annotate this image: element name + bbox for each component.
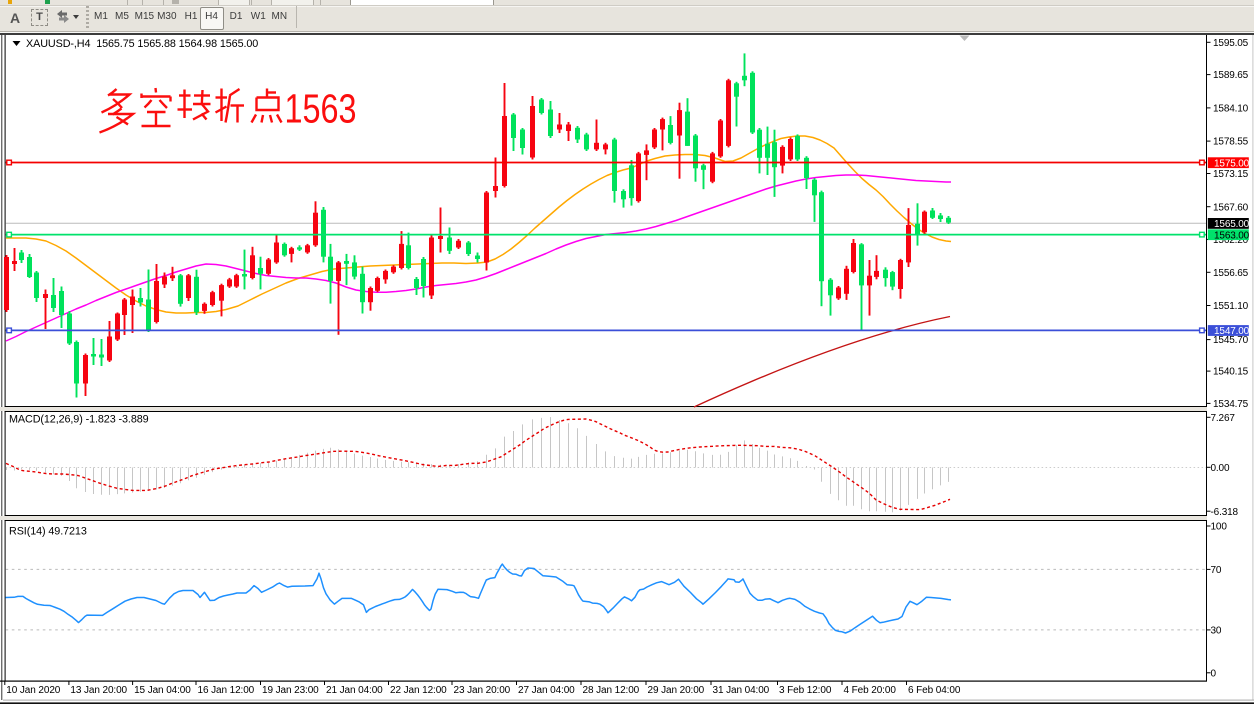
svg-text:27 Jan 04:00: 27 Jan 04:00	[518, 685, 575, 696]
svg-text:15 Jan 04:00: 15 Jan 04:00	[134, 685, 191, 696]
svg-text:19 Jan 23:00: 19 Jan 23:00	[262, 685, 319, 696]
svg-text:29 Jan 20:00: 29 Jan 20:00	[648, 685, 705, 696]
svg-text:1556.65: 1556.65	[1213, 268, 1249, 279]
svg-text:1540.15: 1540.15	[1213, 367, 1249, 378]
svg-text:1563.00: 1563.00	[1214, 230, 1250, 241]
svg-text:XAUUSD-,H4 1565.75 1565.88 15: XAUUSD-,H4 1565.75 1565.88 1564.98 1565.…	[26, 38, 258, 50]
svg-text:1547.00: 1547.00	[1214, 326, 1250, 337]
svg-text:13 Jan 20:00: 13 Jan 20:00	[70, 685, 127, 696]
svg-text:1567.60: 1567.60	[1213, 202, 1249, 213]
svg-text:1589.65: 1589.65	[1213, 70, 1249, 81]
svg-text:1551.10: 1551.10	[1213, 301, 1249, 312]
svg-text:1565.00: 1565.00	[1214, 219, 1250, 230]
svg-text:1573.15: 1573.15	[1213, 169, 1249, 180]
svg-text:10 Jan 2020: 10 Jan 2020	[6, 685, 60, 696]
svg-text:1563: 1563	[285, 86, 357, 131]
svg-text:MACD(12,26,9) -1.823 -3.889: MACD(12,26,9) -1.823 -3.889	[9, 414, 149, 426]
svg-text:100: 100	[1211, 522, 1228, 533]
svg-text:1595.05: 1595.05	[1213, 38, 1249, 49]
svg-text:22 Jan 12:00: 22 Jan 12:00	[390, 685, 447, 696]
svg-text:23 Jan 20:00: 23 Jan 20:00	[454, 685, 511, 696]
svg-text:30: 30	[1211, 626, 1222, 637]
svg-text:1584.10: 1584.10	[1213, 104, 1249, 115]
svg-text:0: 0	[1211, 668, 1217, 679]
svg-text:3 Feb 12:00: 3 Feb 12:00	[779, 685, 832, 696]
svg-text:70: 70	[1211, 565, 1222, 576]
svg-text:1562.20: 1562.20	[1213, 235, 1249, 246]
svg-text:1534.75: 1534.75	[1213, 399, 1249, 410]
svg-text:28 Jan 12:00: 28 Jan 12:00	[583, 685, 640, 696]
svg-text:1545.70: 1545.70	[1213, 335, 1249, 346]
svg-text:7.267: 7.267	[1211, 413, 1236, 424]
svg-text:0.00: 0.00	[1211, 463, 1230, 474]
svg-text:RSI(14) 49.7213: RSI(14) 49.7213	[9, 526, 87, 538]
svg-text:1578.55: 1578.55	[1213, 137, 1249, 148]
svg-text:21 Jan 04:00: 21 Jan 04:00	[326, 685, 383, 696]
svg-text:4 Feb 20:00: 4 Feb 20:00	[844, 685, 897, 696]
svg-text:-6.318: -6.318	[1211, 507, 1239, 518]
svg-text:16 Jan 12:00: 16 Jan 12:00	[198, 685, 255, 696]
svg-text:6 Feb 04:00: 6 Feb 04:00	[908, 685, 961, 696]
svg-text:31 Jan 04:00: 31 Jan 04:00	[713, 685, 770, 696]
svg-text:1575.00: 1575.00	[1214, 158, 1250, 169]
